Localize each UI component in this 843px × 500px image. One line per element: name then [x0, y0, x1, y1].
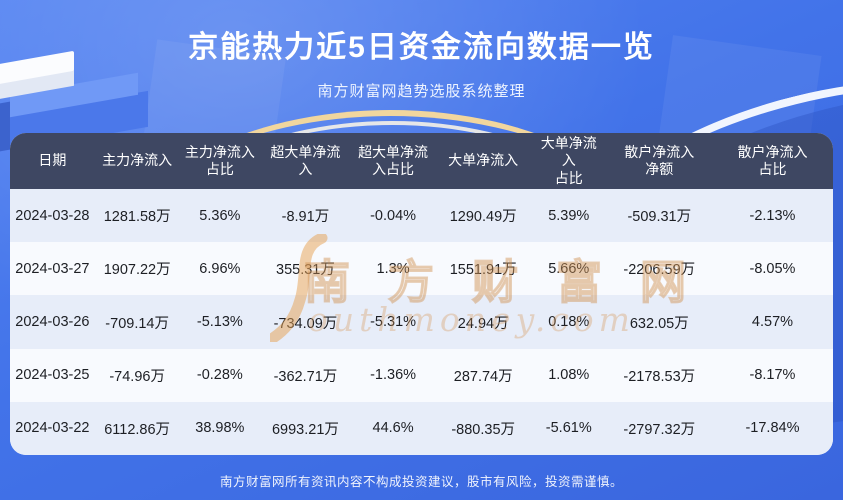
table-cell: 287.74万 — [453, 368, 513, 385]
column-header-retail-net-inflow-ratio: 散户净流入 占比 — [737, 143, 808, 178]
table-cell: -74.96万 — [109, 368, 165, 385]
table-cell: -0.28% — [196, 367, 243, 384]
table-cell-date: 2024-03-26 — [15, 314, 90, 330]
table-cell: 1.08% — [548, 367, 590, 384]
table-cell: 1.3% — [376, 260, 410, 277]
table-cell: -362.71万 — [273, 368, 338, 385]
column-header-super-large-net-inflow-ratio: 超大单净流 入占比 — [358, 143, 429, 178]
table-cell-date: 2024-03-28 — [15, 207, 90, 224]
gold-arc-decoration — [118, 110, 663, 416]
footer-disclaimer: 南方财富网所有资讯内容不构成投资建议，股市有风险，投资需谨慎。 — [219, 475, 623, 489]
table-cell: -734.09万 — [273, 315, 338, 332]
table-cell: -509.31万 — [627, 209, 692, 226]
table-cell: 1281.58万 — [103, 209, 171, 226]
table-cell: 5.39% — [548, 207, 590, 224]
table-cell: 5.66% — [548, 260, 590, 277]
table-cell: -1.36% — [370, 367, 417, 384]
table-cell: 1907.22万 — [103, 262, 171, 279]
table-cell: -2206.59万 — [623, 262, 696, 279]
table-cell: -8.17% — [749, 367, 796, 384]
table-cell: 0.18% — [548, 314, 590, 330]
table-cell: -2797.32万 — [623, 421, 696, 438]
table-cell-date: 2024-03-22 — [15, 420, 90, 437]
column-header-large-net-inflow: 大单净流入 — [448, 152, 519, 169]
table-cell: -0.04% — [370, 207, 417, 224]
table-cell: -709.14万 — [105, 315, 169, 332]
table-cell: 632.05万 — [629, 315, 689, 332]
table-cell: 4.57% — [751, 314, 794, 330]
table-cell: 5.36% — [199, 207, 241, 224]
column-header-super-large-net-inflow: 超大单净流 入 — [270, 143, 341, 178]
table-row: 2024-03-27 1907.22万 6.96% 355.31万 1.3% 1… — [10, 242, 833, 296]
column-header-main-net-inflow-ratio: 主力净流入 占比 — [184, 143, 255, 178]
table-cell: 38.98% — [195, 420, 245, 437]
table-row: 2024-03-22 6112.86万 38.98% 6993.21万 44.6… — [10, 401, 833, 455]
table-cell: 355.31万 — [276, 262, 335, 279]
table-row: 2024-03-28 1281.58万 5.36% -8.91万 -0.04% … — [10, 189, 833, 243]
table-cell: 1290.49万 — [449, 209, 517, 226]
table-cell: 6.96% — [199, 260, 241, 277]
table-cell: -880.35万 — [451, 421, 516, 438]
table-cell: -5.31% — [370, 314, 417, 330]
table-row: 2024-03-25 -74.96万 -0.28% -362.71万 -1.36… — [10, 348, 833, 402]
table-header-row: 日期 主力净流入 主力净流入 占比 超大单净流 入 超大单净流 入占比 大单净流… — [10, 133, 833, 189]
table-cell: 1551.91万 — [449, 262, 517, 279]
column-header-date: 日期 — [38, 152, 67, 169]
fund-flow-table: 日期 主力净流入 主力净流入 占比 超大单净流 入 超大单净流 入占比 大单净流… — [10, 133, 833, 455]
column-header-retail-net-inflow: 散户净流入 净额 — [624, 143, 695, 178]
table-cell: 6112.86万 — [104, 421, 171, 438]
table-cell: -5.13% — [196, 314, 243, 330]
table-cell: 44.6% — [372, 420, 414, 437]
page-title: 京能热力近5日资金流向数据一览 — [188, 31, 655, 64]
column-header-large-net-inflow-ratio: 大单净流入 占比 — [540, 134, 597, 186]
table-cell: -2.13% — [749, 207, 796, 224]
table-cell-date: 2024-03-25 — [15, 367, 90, 384]
column-header-main-net-inflow: 主力净流入 — [102, 152, 173, 169]
table-cell: -8.91万 — [281, 209, 330, 226]
table-cell: -8.05% — [749, 260, 796, 277]
table-cell: -2178.53万 — [623, 368, 696, 385]
table-cell: 24.94万 — [457, 315, 509, 332]
table-row: 2024-03-26 -709.14万 -5.13% -734.09万 -5.3… — [10, 295, 833, 349]
cream-arc-decoration — [142, 121, 642, 405]
table-cell: 6993.21万 — [271, 421, 339, 438]
table-cell-date: 2024-03-27 — [15, 260, 90, 277]
table-cell: -5.61% — [545, 420, 592, 437]
page-subtitle: 南方财富网趋势选股系统整理 — [317, 83, 526, 100]
table-cell: -17.84% — [745, 420, 800, 437]
